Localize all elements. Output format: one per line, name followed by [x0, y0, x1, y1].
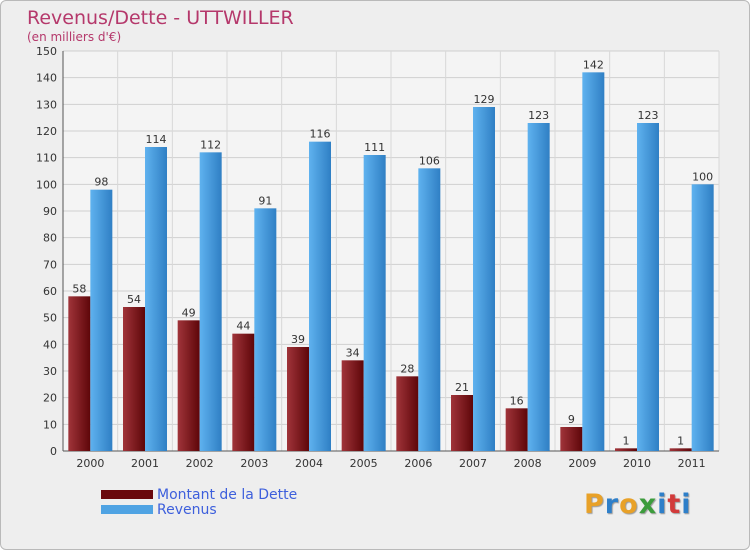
bar-revenus — [90, 189, 113, 451]
data-label-dette: 1 — [677, 434, 684, 447]
y-tick-label: 150 — [36, 45, 57, 58]
x-tick-label: 2006 — [404, 457, 432, 470]
y-tick-label: 80 — [43, 232, 57, 245]
data-label-revenus: 100 — [692, 170, 713, 183]
bar-revenus — [254, 208, 277, 451]
data-label-dette: 9 — [568, 413, 575, 426]
bar-dette — [615, 448, 637, 451]
x-tick-label: 2008 — [514, 457, 542, 470]
chart-legend: Montant de la Dette Revenus — [101, 486, 298, 518]
legend-swatch-debt — [101, 490, 153, 499]
logo-letter: x — [638, 489, 658, 520]
y-tick-label: 50 — [43, 312, 57, 325]
x-tick-label: 2009 — [568, 457, 596, 470]
chart-subtitle: (en milliers d'€) — [27, 30, 122, 44]
x-tick-label: 2011 — [678, 457, 706, 470]
bar-dette — [68, 296, 91, 451]
data-label-dette: 39 — [291, 333, 305, 346]
data-label-dette: 16 — [510, 394, 524, 407]
data-label-revenus: 129 — [474, 93, 495, 106]
bar-revenus — [527, 123, 550, 451]
y-tick-label: 60 — [43, 285, 57, 298]
y-tick-label: 10 — [43, 418, 57, 431]
y-tick-label: 0 — [50, 445, 57, 458]
bar-dette — [123, 307, 145, 451]
chart-title: Revenus/Dette - UTTWILLER — [27, 7, 294, 29]
bar-dette — [396, 376, 419, 451]
bar-revenus — [582, 72, 605, 451]
bar-dette — [669, 448, 692, 451]
bar-revenus — [637, 123, 659, 451]
y-tick-label: 140 — [36, 72, 57, 85]
data-label-dette: 34 — [346, 346, 360, 359]
data-label-revenus: 123 — [528, 109, 549, 122]
bar-revenus — [418, 168, 441, 452]
x-tick-label: 2000 — [76, 457, 104, 470]
bar-dette — [287, 347, 309, 451]
bar-revenus — [309, 141, 331, 451]
y-tick-label: 30 — [43, 365, 57, 378]
y-tick-label: 70 — [43, 258, 57, 271]
y-tick-label: 100 — [36, 178, 57, 191]
y-tick-label: 40 — [43, 338, 57, 351]
data-label-dette: 28 — [400, 362, 414, 375]
bar-revenus — [199, 152, 222, 452]
y-tick-label: 20 — [43, 392, 57, 405]
logo-letter: t — [667, 489, 682, 520]
data-label-revenus: 111 — [364, 141, 385, 154]
data-label-revenus: 123 — [638, 109, 659, 122]
bar-dette — [451, 395, 473, 451]
logo-letter: o — [619, 489, 639, 520]
logo-letter: i — [681, 489, 692, 520]
data-label-revenus: 112 — [200, 138, 221, 151]
x-tick-label: 2007 — [459, 457, 487, 470]
x-tick-label: 2004 — [295, 457, 323, 470]
legend-swatch-revenus — [101, 505, 153, 514]
legend-item-revenus: Revenus — [101, 501, 297, 518]
y-tick-label: 120 — [36, 125, 57, 138]
proxiti-logo: Proxiti — [584, 489, 692, 520]
x-tick-label: 2010 — [623, 457, 651, 470]
bar-revenus — [473, 107, 495, 451]
legend-label-debt: Montant de la Dette — [157, 486, 298, 503]
bar-dette — [177, 320, 200, 451]
logo-letter: P — [584, 489, 605, 520]
bar-dette — [341, 360, 364, 451]
x-tick-label: 2003 — [240, 457, 268, 470]
bar-dette — [560, 427, 583, 451]
x-tick-label: 2005 — [350, 457, 378, 470]
bar-dette — [232, 333, 255, 451]
logo-letter: r — [604, 489, 620, 520]
bar-revenus — [691, 184, 714, 452]
bar-revenus — [145, 147, 167, 451]
y-tick-label: 130 — [36, 98, 57, 111]
data-label-dette: 1 — [623, 434, 630, 447]
legend-item-debt: Montant de la Dette — [101, 486, 298, 503]
y-tick-label: 110 — [36, 152, 57, 165]
x-tick-label: 2001 — [131, 457, 159, 470]
bar-dette — [505, 408, 528, 451]
data-label-revenus: 106 — [419, 154, 440, 167]
logo-letter: i — [657, 489, 668, 520]
bar-revenus — [363, 155, 386, 451]
data-label-revenus: 116 — [310, 128, 331, 141]
data-label-dette: 58 — [72, 282, 86, 295]
x-tick-label: 2002 — [186, 457, 214, 470]
data-label-revenus: 98 — [94, 176, 108, 189]
data-label-revenus: 91 — [258, 194, 272, 207]
data-label-revenus: 142 — [583, 58, 604, 71]
data-label-dette: 54 — [127, 293, 141, 306]
y-tick-label: 90 — [43, 205, 57, 218]
data-label-dette: 44 — [236, 320, 250, 333]
data-label-revenus: 114 — [146, 133, 167, 146]
legend-label-revenus: Revenus — [157, 501, 217, 518]
data-label-dette: 21 — [455, 381, 469, 394]
data-label-dette: 49 — [182, 306, 196, 319]
